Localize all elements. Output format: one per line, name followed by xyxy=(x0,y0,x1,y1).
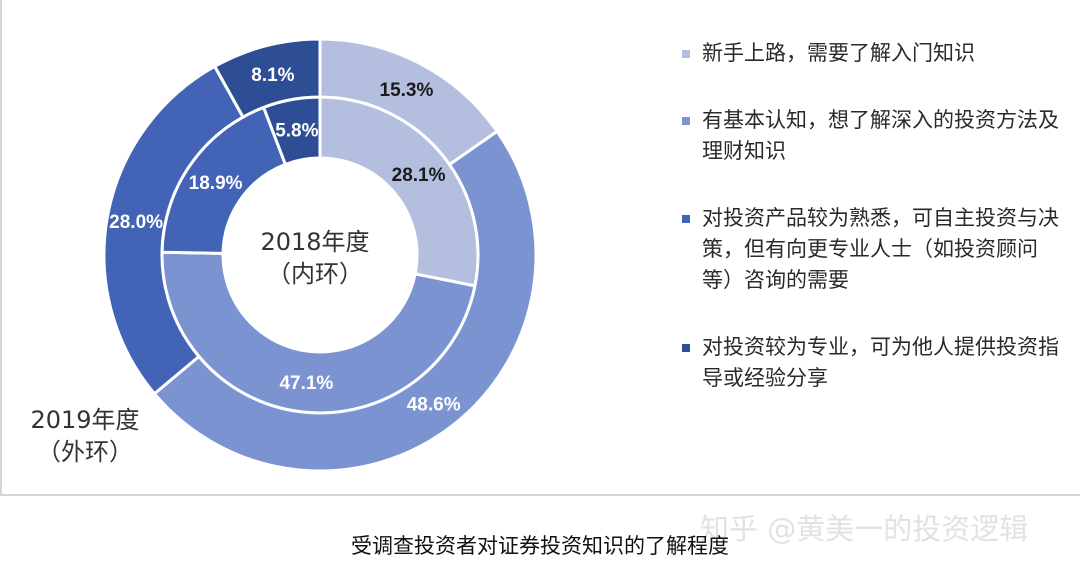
legend-swatch xyxy=(682,117,690,125)
outer-ring-slice xyxy=(102,64,246,396)
outer-ring-slice xyxy=(152,129,538,473)
legend-swatch xyxy=(682,50,690,58)
legend-label: 新手上路，需要了解入门知识 xyxy=(702,41,975,65)
inner-ring-data-label: 18.9% xyxy=(189,173,243,194)
donut-chart: 28.1% 47.1% 18.9% 5.8% 15.3% 48.6% 28.0% 8.1% xyxy=(102,37,538,473)
outer-ring-data-label: 15.3% xyxy=(380,80,434,101)
outer-ring-data-label: 28.0% xyxy=(109,212,163,233)
watermark: 知乎 @黄美一的投资逻辑 xyxy=(700,512,1029,546)
outer-ring-data-label: 48.6% xyxy=(407,394,461,415)
legend-swatch xyxy=(682,215,690,223)
inner-ring-data-label: 5.8% xyxy=(275,121,318,142)
inner-ring-data-label: 47.1% xyxy=(279,373,333,394)
legend-label: 对投资较为专业，可为他人提供投资指导或经验分享 xyxy=(702,335,1059,390)
legend-label: 对投资产品较为熟悉，可自主投资与决策，但有向更专业人士（如投资顾问等）咨询的需要 xyxy=(702,206,1059,292)
inner-ring-caption-line2: （内环） xyxy=(267,260,363,288)
outer-ring-caption-line2: （外环） xyxy=(37,438,133,466)
outer-ring-slice xyxy=(212,37,322,120)
legend: 新手上路，需要了解入门知识 有基本认知，想了解深入的投资方法及理财知识 对投资产… xyxy=(682,38,1062,430)
legend-label: 有基本认知，想了解深入的投资方法及理财知识 xyxy=(702,108,1059,163)
outer-ring-caption: 2019年度 （外环） xyxy=(20,404,150,468)
donut-hole xyxy=(225,160,415,350)
outer-ring-caption-line1: 2019年度 xyxy=(30,406,140,434)
inner-ring-data-label: 28.1% xyxy=(392,165,446,186)
legend-item: 对投资产品较为熟悉，可自主投资与决策，但有向更专业人士（如投资顾问等）咨询的需要 xyxy=(682,203,1062,296)
figure-caption: 受调查投资者对证券投资知识的了解程度 xyxy=(351,534,729,558)
legend-swatch xyxy=(682,344,690,352)
inner-ring-caption-line1: 2018年度 xyxy=(260,228,370,256)
legend-item: 对投资较为专业，可为他人提供投资指导或经验分享 xyxy=(682,332,1062,394)
inner-ring-caption: 2018年度 （内环） xyxy=(240,226,390,290)
outer-ring-data-label: 8.1% xyxy=(251,65,294,86)
legend-item: 新手上路，需要了解入门知识 xyxy=(682,38,1062,69)
legend-item: 有基本认知，想了解深入的投资方法及理财知识 xyxy=(682,105,1062,167)
chart-panel: 28.1% 47.1% 18.9% 5.8% 15.3% 48.6% 28.0% 8.1% 2… xyxy=(0,0,1080,496)
